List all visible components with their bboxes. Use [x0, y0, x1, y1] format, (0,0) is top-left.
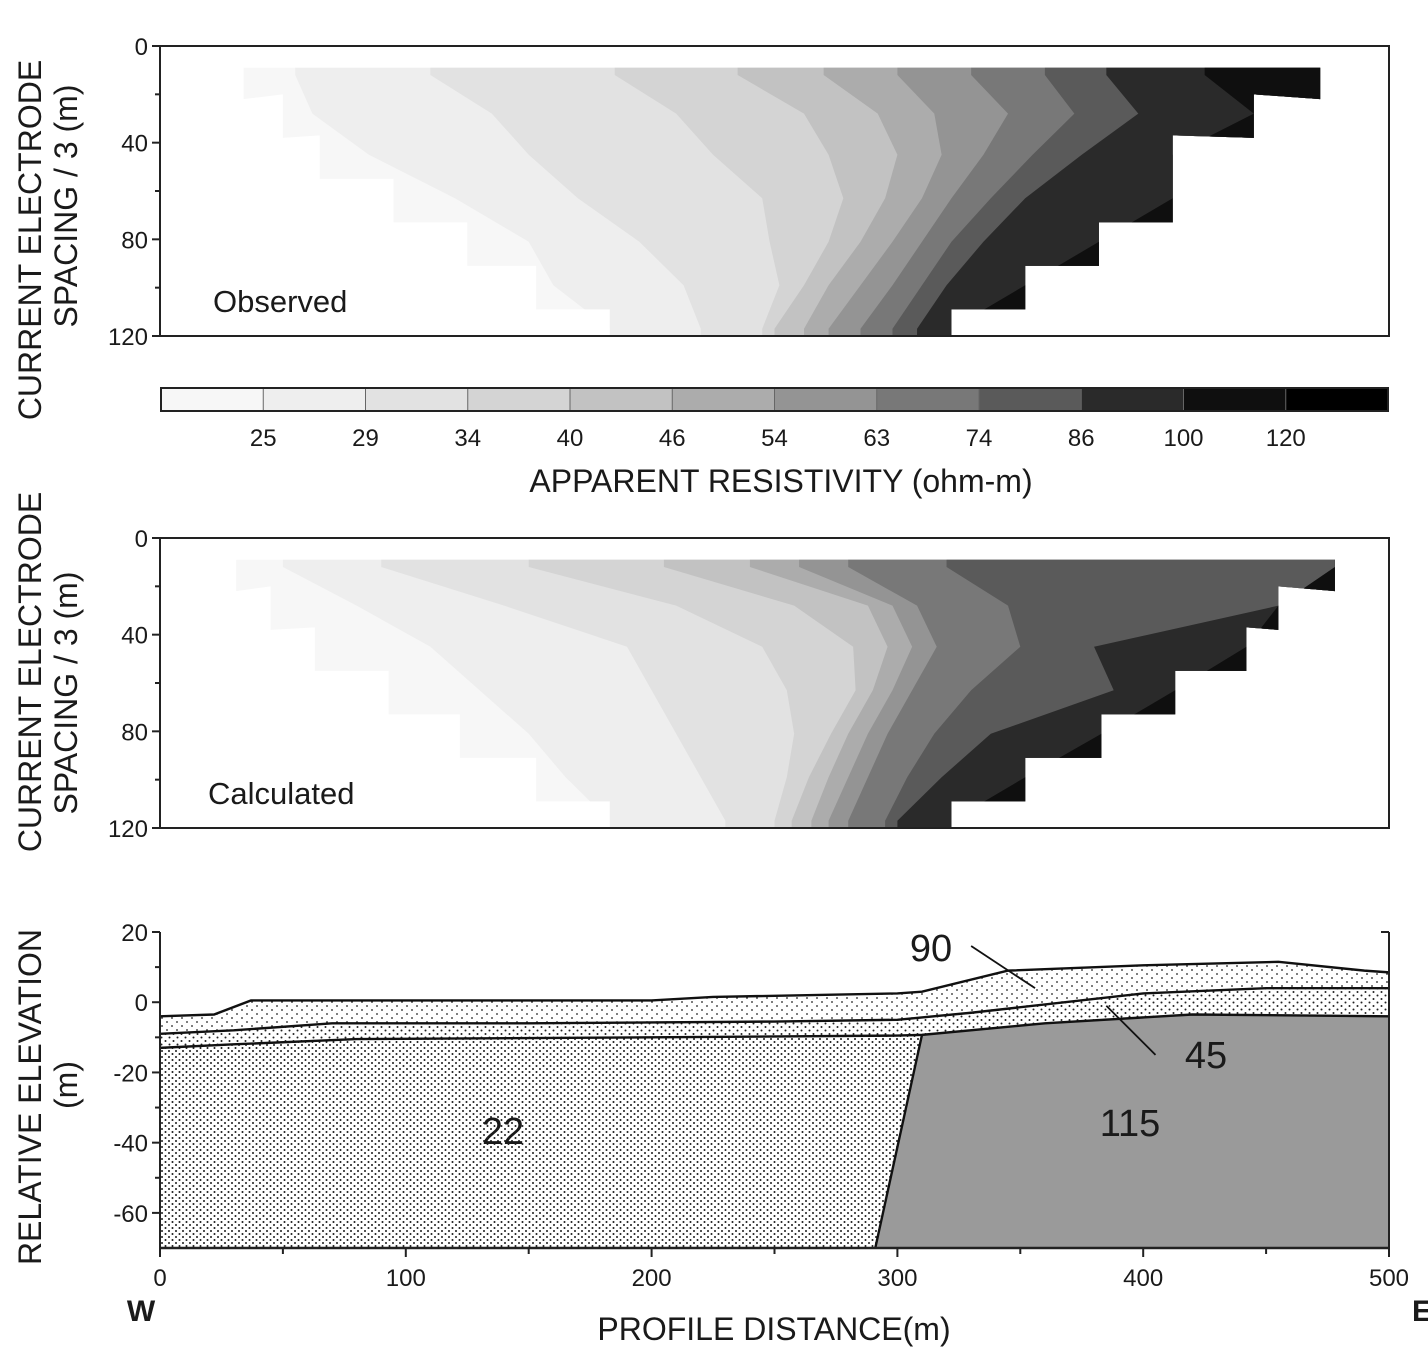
y-tick-label: -60: [113, 1201, 148, 1228]
observed-y-ticks: 0 40 80 120: [108, 34, 160, 351]
y-tick-label: 80: [121, 227, 148, 254]
colorbar-frame: [160, 387, 1389, 412]
colorbar-cell: [672, 388, 775, 411]
colorbar-cell: [1183, 388, 1287, 411]
leader-line-90: [970, 945, 1036, 989]
ylabel-line1: CURRENT ELECTRODE: [12, 492, 48, 852]
colorbar: 25 29 34 40 46 54 63 74 86 100 120 APPARENT RESIST…: [160, 387, 1389, 499]
model-panel: 200-20-40-600 100 200 300 400 500 90 45 22 11…: [12, 920, 1428, 1347]
ylabel-line2: SPACING / 3 (m): [48, 85, 84, 328]
y-tick-label: 0: [135, 526, 148, 553]
elevation-ylabel-line1: RELATIVE ELEVATION: [12, 929, 48, 1265]
colorbar-label: APPARENT RESISTIVITY (ohm-m): [529, 463, 1032, 499]
model-layers: [159, 945, 1390, 1249]
unit-label-90: 90: [910, 928, 952, 970]
unit-label-115: 115: [1100, 1103, 1161, 1145]
model-axes: 200-20-40-600 100 200 300 400 500: [113, 920, 1409, 1292]
interface-1-line: [159, 986, 1389, 1036]
colorbar-cells: [161, 388, 1389, 411]
ylabel-line2: SPACING / 3 (m): [48, 572, 84, 815]
x-tick-label: 200: [632, 1265, 672, 1292]
colorbar-cell: [161, 388, 264, 411]
colorbar-cell: [1081, 388, 1184, 411]
colorbar-tick-labels: 25 29 34 40 46 54 63 74 86 100 120: [250, 425, 1306, 452]
observed-panel: 0 40 80 120 Observed: [108, 34, 1390, 351]
colorbar-tick-label: 25: [250, 425, 277, 452]
calculated-panel-label: Calculated: [208, 776, 354, 811]
ylabel-line1: CURRENT ELECTRODE: [12, 60, 48, 420]
colorbar-tick-label: 120: [1266, 425, 1306, 452]
colorbar-tick-label: 86: [1068, 425, 1095, 452]
y-tick-label: 80: [121, 719, 148, 746]
colorbar-cell: [467, 388, 571, 411]
colorbar-cell: [774, 388, 878, 411]
colorbar-tick-label: 100: [1163, 425, 1203, 452]
elevation-ylabel-line2: (m): [48, 1061, 84, 1109]
unit-115-region: [875, 1014, 1389, 1248]
colorbar-tick-label: 29: [352, 425, 379, 452]
unit-45-region: [160, 988, 1389, 1048]
y-tick-label: 20: [121, 920, 148, 947]
x-axis-label: PROFILE DISTANCE(m): [597, 1311, 950, 1347]
unit-label-22: 22: [482, 1111, 524, 1153]
colorbar-cell: [263, 388, 366, 411]
colorbar-cell: [876, 388, 980, 411]
electrode-spacing-axis-label-top: CURRENT ELECTRODE SPACING / 3 (m): [12, 60, 84, 420]
x-tick-label: 0: [153, 1265, 166, 1292]
colorbar-tick-label: 63: [863, 425, 890, 452]
y-tick-label: 120: [108, 816, 148, 843]
fault-line: [874, 1034, 924, 1249]
west-label: W: [127, 1295, 156, 1328]
colorbar-tick-label: 34: [454, 425, 481, 452]
calculated-panel: 0 40 80 120 Calculated: [108, 526, 1390, 843]
colorbar-cell: [979, 388, 1082, 411]
east-label: E: [1412, 1295, 1428, 1328]
colorbar-tick-label: 54: [761, 425, 788, 452]
colorbar-tick-label: 74: [966, 425, 993, 452]
y-tick-label: -40: [113, 1131, 148, 1158]
y-tick-label: -20: [113, 1060, 148, 1087]
surface-line: [159, 960, 1390, 1018]
interface-2-line: [159, 1013, 1390, 1050]
colorbar-cell: [1285, 388, 1389, 411]
x-tick-label: 100: [386, 1265, 426, 1292]
x-tick-label: 400: [1123, 1265, 1163, 1292]
x-tick-label: 300: [877, 1265, 917, 1292]
y-tick-label: 40: [121, 623, 148, 650]
y-tick-label: 0: [135, 990, 148, 1017]
unit-22-region: [160, 1034, 922, 1248]
unit-label-45: 45: [1185, 1035, 1227, 1077]
y-tick-label: 40: [121, 131, 148, 158]
electrode-spacing-axis-label-bottom: CURRENT ELECTRODE SPACING / 3 (m): [12, 492, 84, 852]
colorbar-cell: [570, 388, 673, 411]
unit-90-region: [160, 961, 1389, 1034]
x-tick-label: 500: [1369, 1265, 1409, 1292]
leader-line-45: [1105, 1005, 1157, 1056]
y-tick-label: 120: [108, 324, 148, 351]
observed-panel-label: Observed: [213, 284, 347, 319]
calculated-y-ticks: 0 40 80 120: [108, 526, 160, 843]
colorbar-tick-label: 40: [557, 425, 584, 452]
y-tick-label: 0: [135, 34, 148, 61]
colorbar-cell: [365, 388, 469, 411]
colorbar-tick-label: 46: [659, 425, 686, 452]
